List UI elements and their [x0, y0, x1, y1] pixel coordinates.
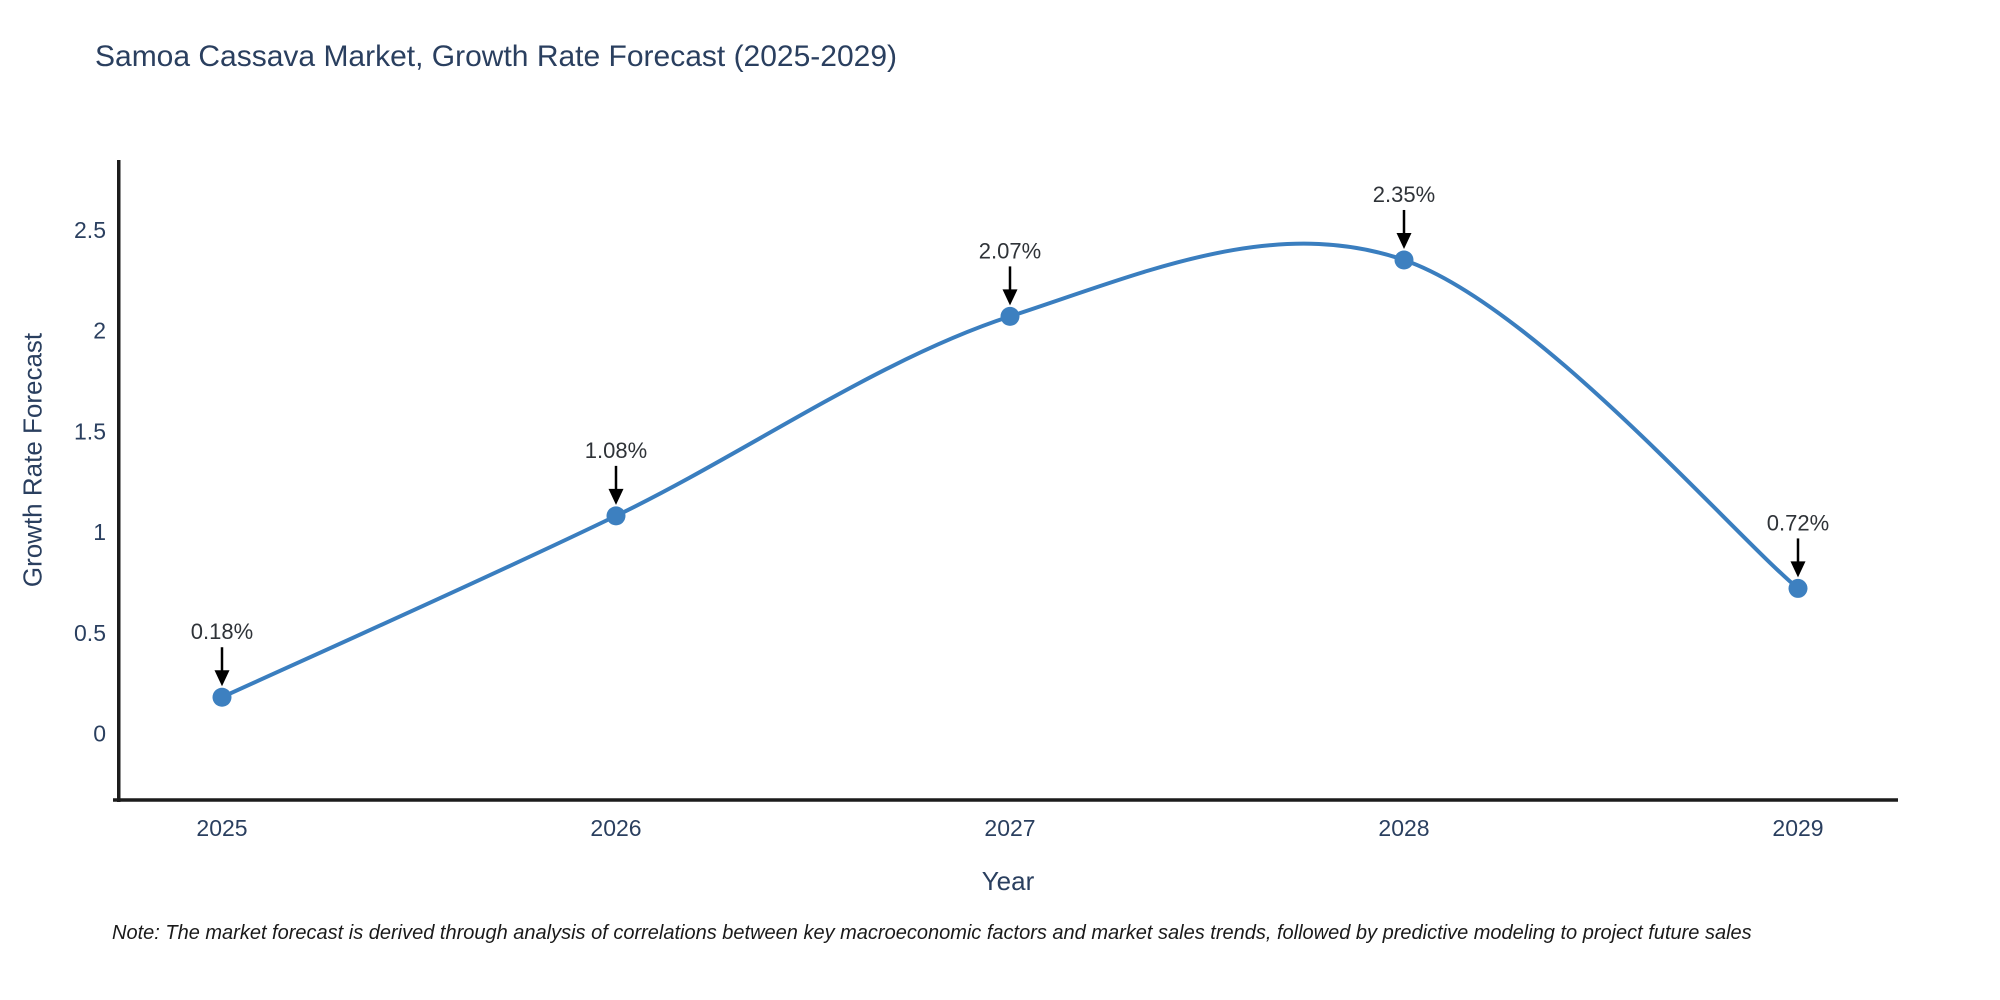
- x-tick-label: 2029: [1772, 815, 1823, 841]
- y-tick-label: 2.5: [74, 217, 106, 243]
- footnote-text: Note: The market forecast is derived thr…: [112, 922, 1752, 944]
- y-axis-title: Growth Rate Forecast: [17, 332, 48, 588]
- x-axis-line: [113, 798, 1898, 802]
- annotation-arrowhead-icon: [214, 670, 230, 687]
- annotation-label: 1.08%: [585, 438, 647, 463]
- annotation-label: 2.35%: [1373, 182, 1435, 207]
- x-tick-label: 2025: [196, 815, 247, 841]
- y-tick-label: 0.5: [74, 620, 106, 646]
- annotation-label: 2.07%: [979, 238, 1041, 263]
- data-point-2027[interactable]: [1000, 306, 1020, 326]
- x-tick-label: 2026: [590, 815, 641, 841]
- x-tick-label: 2027: [984, 815, 1035, 841]
- data-point-2026[interactable]: [606, 506, 626, 526]
- data-point-2029[interactable]: [1788, 578, 1808, 598]
- y-tick-label: 1: [93, 519, 106, 545]
- chart-title: Samoa Cassava Market, Growth Rate Foreca…: [95, 40, 898, 73]
- y-tick-label: 2: [93, 318, 106, 344]
- x-tick-label: 2028: [1378, 815, 1429, 841]
- y-tick-label: 0: [93, 721, 106, 747]
- y-axis-line: [117, 160, 121, 802]
- annotation-arrowhead-icon: [608, 488, 624, 505]
- annotation-label: 0.18%: [191, 619, 253, 644]
- annotation-arrowhead-icon: [1002, 289, 1018, 306]
- annotation-label: 0.72%: [1767, 510, 1829, 535]
- data-point-2025[interactable]: [212, 687, 232, 707]
- annotation-arrowhead-icon: [1790, 561, 1806, 578]
- data-point-2028[interactable]: [1394, 250, 1414, 270]
- x-axis-title: Year: [981, 866, 1035, 896]
- y-tick-label: 1.5: [74, 418, 106, 444]
- annotation-arrowhead-icon: [1396, 232, 1412, 249]
